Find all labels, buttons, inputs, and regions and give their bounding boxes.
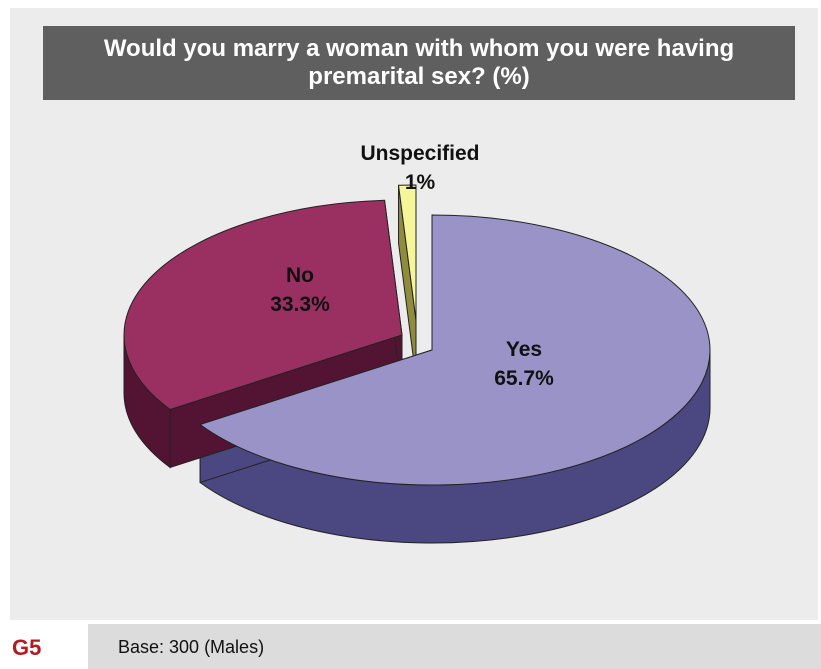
slice-label-no: No [286,264,314,287]
slice-value-yes: 65.7% [494,367,554,390]
slice-value-unspecified: 1% [405,171,436,194]
base-note: Base: 300 (Males) [118,637,265,657]
pie-slice-yes [199,214,711,486]
pie-slice-unspecified [397,184,417,321]
pie-slice-no [123,199,403,411]
figure-id: G5 [12,635,42,660]
chart-title: Would you marry a woman with whom you we… [103,35,735,90]
slice-label-yes: Yes [506,338,542,361]
chart-title-bar: Would you marry a woman with whom you we… [43,26,795,100]
slice-value-no: 33.3% [270,293,330,316]
footer-bar [88,624,821,669]
slice-label-unspecified: Unspecified [360,142,479,165]
